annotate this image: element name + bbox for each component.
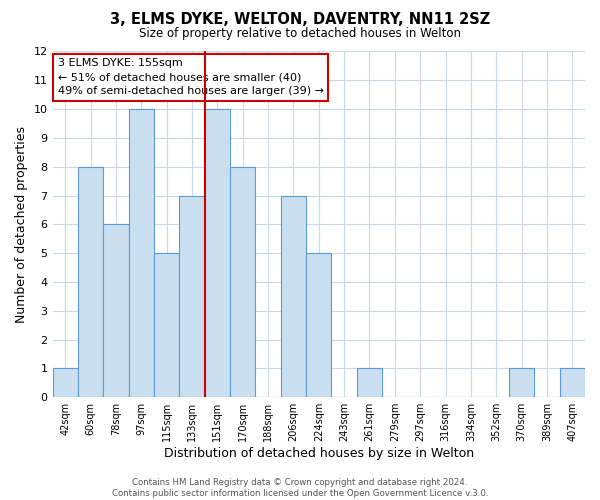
Bar — [53, 368, 78, 397]
Bar — [560, 368, 585, 397]
Bar — [306, 253, 331, 397]
Y-axis label: Number of detached properties: Number of detached properties — [15, 126, 28, 323]
Bar — [128, 109, 154, 397]
Text: Size of property relative to detached houses in Welton: Size of property relative to detached ho… — [139, 26, 461, 40]
Bar — [103, 224, 128, 397]
Bar — [357, 368, 382, 397]
X-axis label: Distribution of detached houses by size in Welton: Distribution of detached houses by size … — [164, 447, 474, 460]
Bar — [281, 196, 306, 397]
Bar — [205, 109, 230, 397]
Text: 3 ELMS DYKE: 155sqm
← 51% of detached houses are smaller (40)
49% of semi-detach: 3 ELMS DYKE: 155sqm ← 51% of detached ho… — [58, 58, 324, 96]
Text: Contains HM Land Registry data © Crown copyright and database right 2024.
Contai: Contains HM Land Registry data © Crown c… — [112, 478, 488, 498]
Bar — [78, 166, 103, 397]
Bar — [230, 166, 256, 397]
Bar — [154, 253, 179, 397]
Bar — [179, 196, 205, 397]
Bar — [509, 368, 534, 397]
Text: 3, ELMS DYKE, WELTON, DAVENTRY, NN11 2SZ: 3, ELMS DYKE, WELTON, DAVENTRY, NN11 2SZ — [110, 12, 490, 28]
